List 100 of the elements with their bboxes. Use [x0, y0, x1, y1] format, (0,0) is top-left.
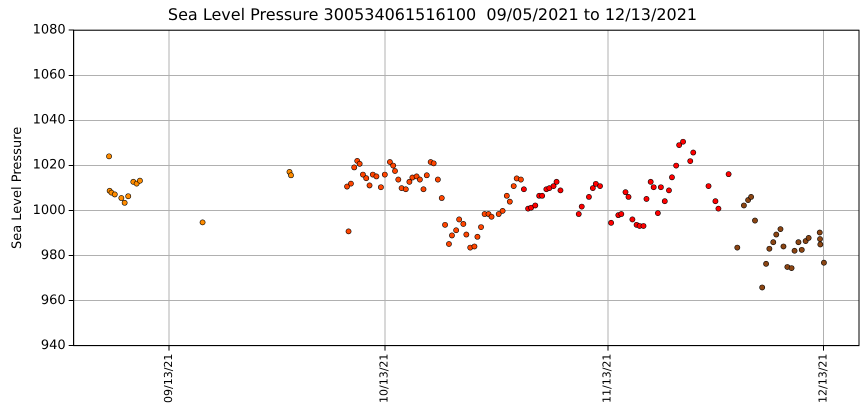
point [434, 176, 441, 182]
point [576, 211, 582, 217]
point [592, 180, 599, 187]
point [741, 202, 747, 208]
point [817, 236, 823, 242]
point [816, 230, 823, 236]
point [648, 178, 654, 185]
point [430, 160, 437, 166]
point [690, 150, 696, 156]
point [520, 186, 527, 192]
point [748, 194, 754, 200]
point [387, 159, 393, 165]
point [200, 219, 206, 226]
point [817, 242, 824, 248]
point [618, 211, 624, 217]
point [734, 244, 740, 250]
point [597, 183, 603, 189]
point [488, 214, 494, 220]
point [366, 182, 372, 188]
point [453, 227, 460, 234]
y-tick-label: 940 [40, 338, 66, 353]
point [351, 164, 358, 170]
y-tick-label: 1040 [32, 112, 66, 128]
point [500, 208, 506, 214]
point [608, 220, 614, 226]
point [402, 186, 409, 192]
point [726, 171, 732, 178]
point [460, 221, 466, 227]
point [518, 176, 524, 182]
point [478, 224, 484, 230]
point [137, 178, 143, 184]
y-tick-label: 1080 [32, 22, 66, 38]
point [673, 162, 680, 168]
point [374, 174, 380, 180]
point [378, 184, 384, 190]
point [586, 194, 592, 200]
point [640, 223, 646, 229]
point [712, 198, 718, 204]
point [662, 198, 668, 204]
point [773, 232, 780, 238]
point [528, 204, 534, 211]
point [438, 195, 445, 201]
point [650, 184, 657, 190]
point [554, 178, 560, 185]
x-tick-label: 10/13/21 [378, 354, 391, 404]
point [752, 218, 758, 224]
point [356, 160, 363, 167]
y-tick-label: 960 [40, 292, 66, 308]
point [550, 183, 556, 189]
point [706, 183, 712, 189]
point [766, 246, 772, 252]
point [395, 176, 402, 182]
point [626, 194, 632, 200]
point [680, 138, 686, 145]
point [449, 232, 455, 238]
point [546, 185, 552, 192]
point [669, 174, 675, 180]
point [796, 239, 802, 246]
point [506, 198, 513, 205]
point [778, 226, 784, 232]
y-tick-label: 1000 [32, 202, 66, 218]
point [118, 195, 124, 201]
point [759, 284, 766, 290]
point [420, 186, 426, 192]
point [798, 246, 805, 253]
point [360, 172, 366, 178]
point [676, 142, 682, 148]
point [630, 216, 636, 222]
point [348, 180, 354, 187]
point [390, 162, 396, 168]
point [539, 192, 546, 199]
point [788, 265, 794, 271]
point [821, 260, 827, 266]
point [446, 241, 452, 247]
point [414, 174, 420, 180]
point [666, 187, 672, 194]
x-tick-label: 11/13/21 [600, 354, 614, 404]
point [346, 228, 352, 234]
point [532, 202, 538, 208]
point [558, 187, 564, 194]
point [792, 248, 798, 254]
point [474, 234, 480, 240]
point [780, 244, 786, 250]
point [687, 158, 694, 164]
point [654, 210, 661, 216]
point [456, 216, 462, 222]
point [442, 222, 448, 228]
point [510, 183, 517, 189]
point [424, 172, 430, 178]
point [288, 172, 294, 178]
point [122, 200, 128, 206]
point [644, 196, 650, 202]
y-axis-title: Sea Level Pressure [10, 126, 26, 250]
point [496, 211, 502, 217]
point [112, 192, 118, 198]
point [716, 206, 722, 212]
point [658, 184, 664, 190]
point [763, 260, 769, 267]
point [578, 204, 585, 210]
point [106, 153, 112, 160]
